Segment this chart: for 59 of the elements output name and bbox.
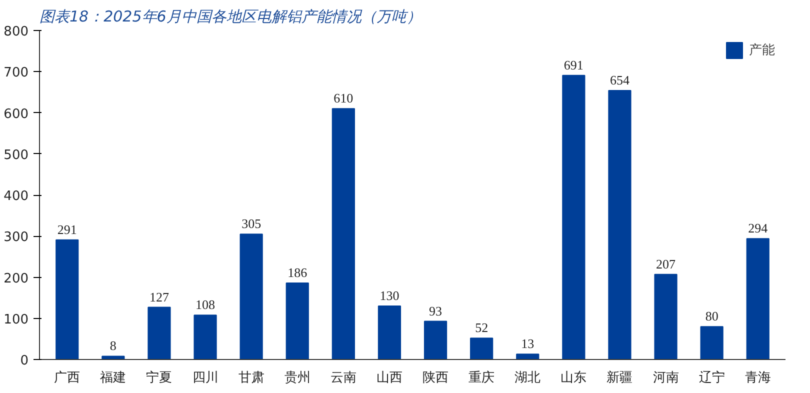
x-tick-label: 青海 bbox=[744, 370, 771, 386]
bar bbox=[148, 306, 171, 360]
bar bbox=[378, 306, 402, 360]
data-label: 294 bbox=[748, 220, 768, 236]
data-label: 93 bbox=[429, 303, 442, 318]
bar bbox=[56, 239, 79, 360]
x-tick-label: 陕西 bbox=[422, 370, 449, 386]
x-tick-label: 河南 bbox=[652, 370, 679, 386]
x-tick-label: 湖北 bbox=[514, 370, 541, 386]
data-label: 8 bbox=[110, 338, 116, 354]
bar bbox=[700, 326, 724, 360]
y-tick-label: 100 bbox=[4, 312, 29, 328]
x-tick-label: 山东 bbox=[560, 370, 587, 386]
x-tick-label: 辽宁 bbox=[698, 370, 725, 386]
x-tick-label: 新疆 bbox=[606, 370, 633, 386]
y-tick-label: 800 bbox=[4, 24, 29, 40]
data-label: 207 bbox=[656, 256, 676, 272]
y-tick-label: 0 bbox=[20, 354, 29, 368]
data-label: 186 bbox=[288, 265, 308, 280]
x-tick-label: 贵州 bbox=[284, 370, 310, 386]
chart-title: 图表18：2025年6月中国各地区电解铝产能情况（万吨） bbox=[40, 8, 422, 26]
x-tick-label: 重庆 bbox=[468, 370, 495, 386]
x-tick-label: 四川 bbox=[192, 370, 218, 386]
data-label: 108 bbox=[196, 297, 216, 312]
data-label: 130 bbox=[380, 288, 400, 304]
data-label: 654 bbox=[610, 72, 630, 88]
bar bbox=[424, 320, 448, 360]
bar bbox=[562, 74, 586, 360]
data-label: 127 bbox=[149, 289, 170, 304]
bar bbox=[102, 356, 125, 360]
bar bbox=[746, 238, 770, 360]
y-tick-label: 600 bbox=[4, 106, 29, 122]
bar bbox=[194, 314, 217, 360]
data-label: 13 bbox=[521, 336, 534, 352]
x-tick-label: 福建 bbox=[100, 370, 126, 386]
x-tick-label: 甘肃 bbox=[238, 370, 264, 386]
legend-label: 产能 bbox=[749, 42, 775, 59]
y-tick-label: 200 bbox=[4, 271, 29, 286]
bar bbox=[516, 354, 540, 360]
bar bbox=[654, 274, 678, 360]
x-tick-label: 广西 bbox=[54, 370, 80, 386]
y-tick-label: 400 bbox=[4, 189, 29, 204]
bar bbox=[240, 234, 263, 360]
bar bbox=[332, 108, 355, 360]
data-label: 291 bbox=[57, 222, 77, 237]
bar bbox=[470, 338, 494, 360]
y-tick-label: 300 bbox=[4, 230, 29, 246]
x-tick-label: 云南 bbox=[330, 370, 356, 386]
data-label: 610 bbox=[334, 90, 354, 106]
data-label: 305 bbox=[242, 216, 262, 232]
data-label: 80 bbox=[705, 308, 718, 324]
y-tick-label: 700 bbox=[4, 66, 29, 81]
data-label: 691 bbox=[564, 57, 584, 72]
data-label: 52 bbox=[475, 320, 488, 336]
x-tick-label: 山西 bbox=[376, 370, 402, 386]
bar bbox=[286, 282, 309, 360]
bar bbox=[608, 90, 632, 360]
y-tick-label: 500 bbox=[4, 148, 29, 163]
x-tick-label: 宁夏 bbox=[146, 370, 172, 386]
